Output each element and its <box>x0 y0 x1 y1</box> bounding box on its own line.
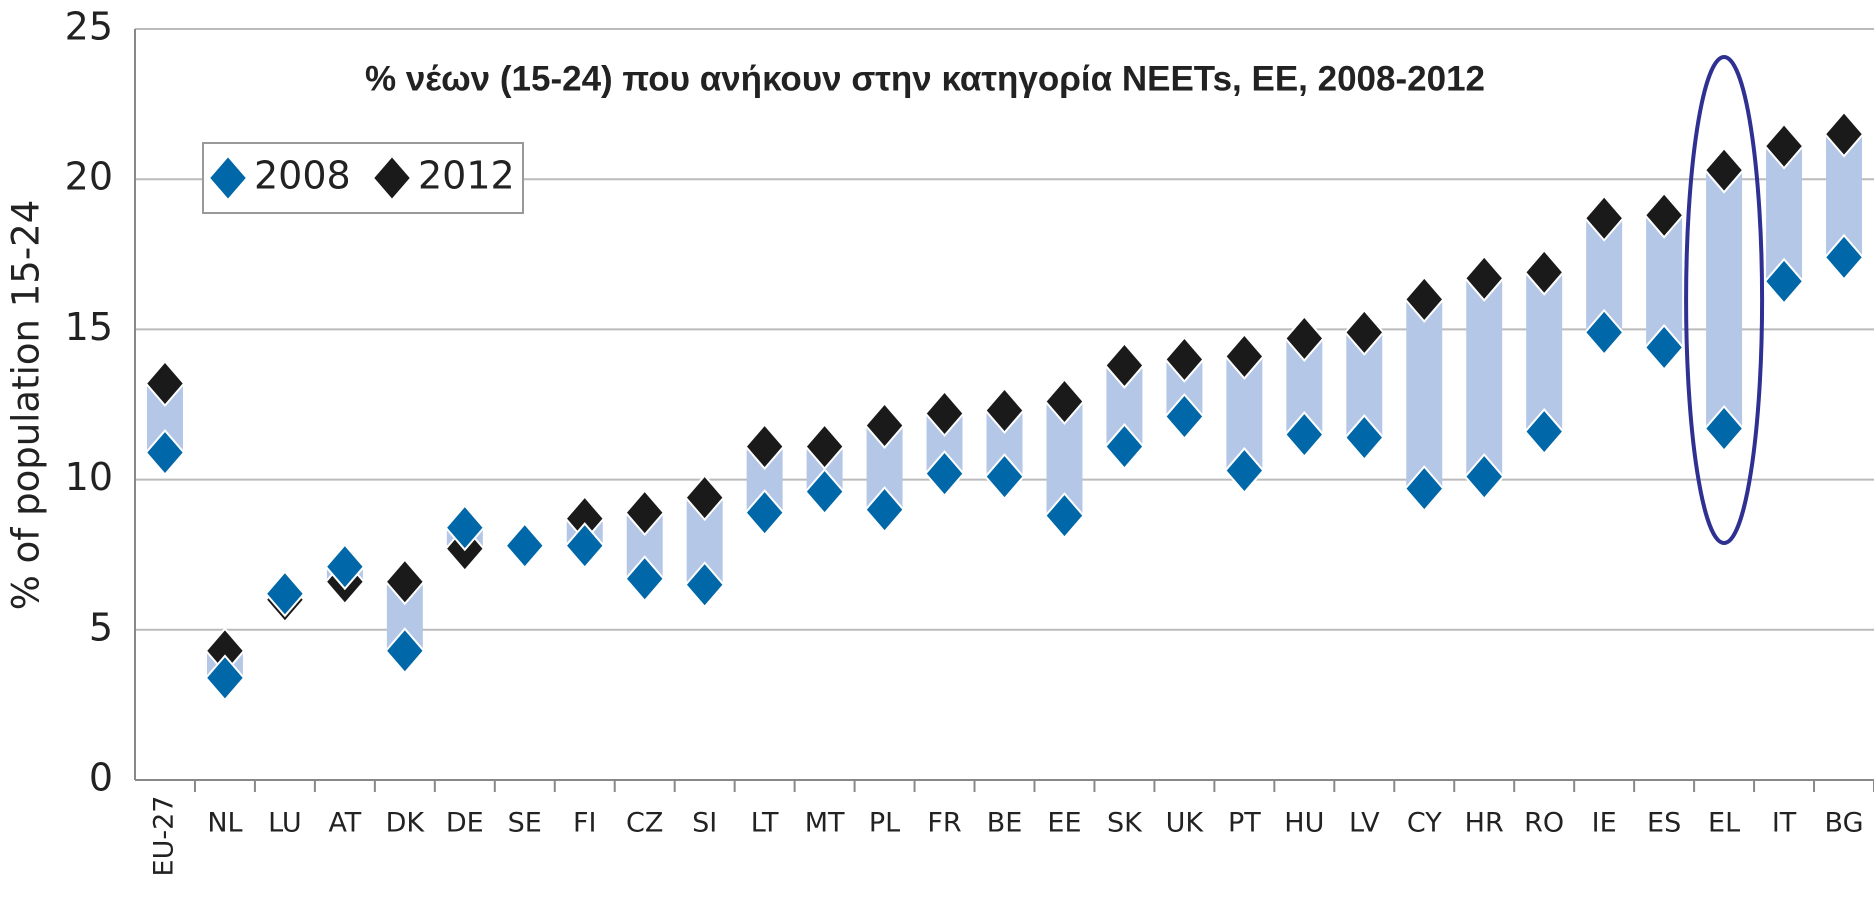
marker-0 <box>1284 411 1325 459</box>
x-tick-label: NL <box>207 808 242 839</box>
x-tick-label: EL <box>1708 808 1740 839</box>
x-tick-label: PT <box>1228 808 1261 839</box>
marker-0 <box>1164 392 1205 441</box>
marker-1 <box>1763 122 1805 170</box>
y-tick-label: 10 <box>65 455 113 499</box>
x-tick-label: SE <box>508 808 542 839</box>
marker-0 <box>444 504 486 552</box>
marker-0 <box>1343 414 1385 462</box>
marker-1 <box>1044 377 1085 426</box>
y-tick-label: 25 <box>65 5 113 49</box>
marker-0 <box>384 627 426 675</box>
marker-1 <box>684 474 725 522</box>
x-tick-label: PL <box>869 808 900 839</box>
x-tick-label: AT <box>328 808 361 839</box>
marker-1 <box>1403 275 1445 323</box>
x-tick-label: SI <box>692 808 717 839</box>
marker-0 <box>1523 408 1565 456</box>
marker-0 <box>1044 492 1085 540</box>
x-tick-label: LV <box>1349 808 1380 839</box>
y-tick-label: 5 <box>89 605 113 649</box>
marker-1 <box>624 489 666 537</box>
y-tick-label: 15 <box>65 305 113 349</box>
marker-1 <box>1643 191 1685 239</box>
x-tick-label: DE <box>446 808 484 839</box>
marker-1 <box>1823 110 1865 158</box>
marker-0 <box>1224 447 1265 495</box>
x-tick-label: CY <box>1407 808 1442 839</box>
marker-1 <box>1463 254 1505 302</box>
marker-1 <box>1104 341 1145 389</box>
x-tick-label: SK <box>1107 808 1143 839</box>
range-band <box>1466 278 1503 477</box>
marker-0 <box>144 429 186 477</box>
marker-1 <box>144 359 186 408</box>
marker-1 <box>984 386 1025 435</box>
x-tick-label: CZ <box>626 808 663 839</box>
x-tick-label: DK <box>386 808 426 839</box>
range-band <box>1406 299 1443 489</box>
legend-label: 2012 <box>418 154 515 198</box>
marker-0 <box>1823 233 1865 281</box>
x-tick-label: IE <box>1592 808 1617 839</box>
marker-0 <box>1463 453 1505 501</box>
range-band <box>1526 272 1563 432</box>
x-tick-label: EE <box>1047 808 1081 839</box>
marker-0 <box>264 570 306 618</box>
marker-0 <box>504 522 546 570</box>
marker-0 <box>924 450 965 498</box>
marker-0 <box>864 486 905 534</box>
legend-box <box>202 142 524 214</box>
x-tick-label: ES <box>1647 808 1681 839</box>
marker-0 <box>1763 257 1805 305</box>
marker-0 <box>1643 323 1685 371</box>
chart-title: % νέων (15-24) που ανήκουν στην κατηγορί… <box>365 59 1485 98</box>
x-tick-label: IT <box>1772 808 1797 839</box>
marker-1 <box>924 389 965 438</box>
x-tick-label: FR <box>927 808 961 839</box>
marker-0 <box>624 555 666 603</box>
marker-1 <box>1343 308 1385 356</box>
marker-0 <box>984 453 1025 501</box>
marker-1 <box>1583 194 1625 242</box>
marker-0 <box>204 654 246 702</box>
x-tick-label: MT <box>805 808 845 839</box>
x-tick-label: UK <box>1166 808 1205 839</box>
x-tick-label: RO <box>1524 808 1564 839</box>
marker-0 <box>564 522 606 570</box>
marker-0 <box>684 561 725 609</box>
marker-1 <box>744 423 785 471</box>
marker-0 <box>1403 465 1445 513</box>
marker-0 <box>1583 308 1625 356</box>
x-tick-label: HU <box>1284 808 1324 839</box>
x-tick-label: LU <box>268 808 301 839</box>
marker-0 <box>1703 405 1745 453</box>
marker-1 <box>1284 314 1325 362</box>
x-tick-label: HR <box>1465 808 1504 839</box>
legend-marker <box>371 154 413 202</box>
y-tick-label: 20 <box>65 155 113 199</box>
highlight-ellipse <box>1684 55 1765 545</box>
marker-0 <box>324 543 366 591</box>
x-tick-label: LT <box>751 808 779 839</box>
x-tick-label: BE <box>987 808 1023 839</box>
x-tick-label: EU-27 <box>148 796 179 877</box>
marker-1 <box>1523 248 1565 296</box>
y-axis-label: % of population 15-24 <box>5 200 48 611</box>
marker-0 <box>1104 423 1145 471</box>
marker-1 <box>1164 335 1205 383</box>
marker-1 <box>384 558 426 606</box>
legend-label: 2008 <box>254 154 351 198</box>
marker-1 <box>1224 332 1265 380</box>
y-tick-label: 0 <box>89 756 113 800</box>
x-tick-label: BG <box>1825 808 1864 839</box>
range-band <box>1706 170 1743 429</box>
x-tick-label: FI <box>573 808 597 839</box>
marker-1 <box>1703 146 1745 194</box>
marker-1 <box>864 401 905 450</box>
marker-0 <box>804 468 845 516</box>
marker-0 <box>744 489 785 537</box>
legend-marker <box>207 154 249 202</box>
